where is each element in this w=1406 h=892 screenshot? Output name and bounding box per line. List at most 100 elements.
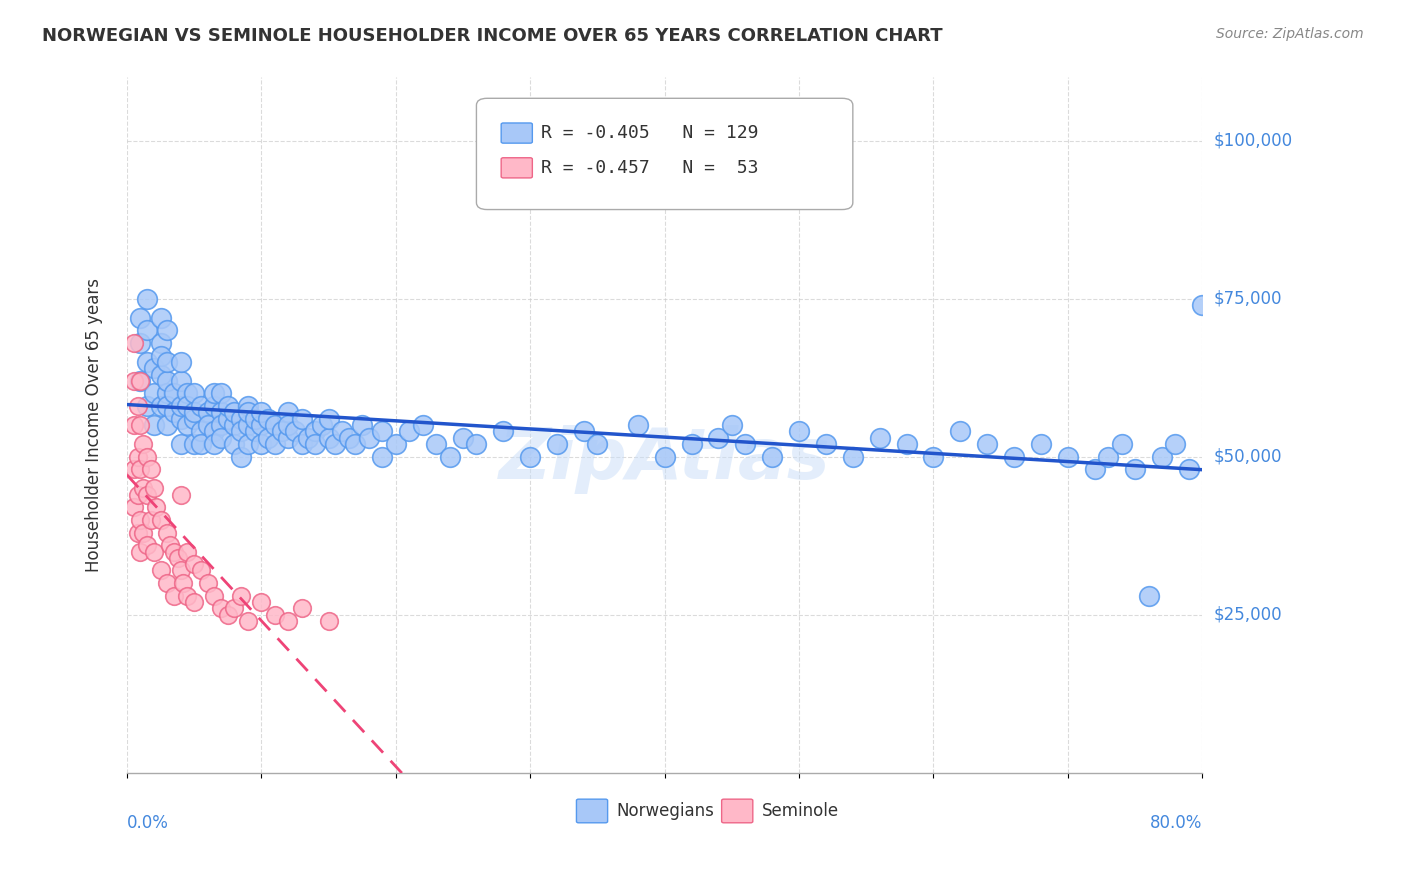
Point (167, 550, 190, 565)
Text: NORWEGIAN VS SEMINOLE HOUSEHOLDER INCOME OVER 65 YEARS CORRELATION CHART: NORWEGIAN VS SEMINOLE HOUSEHOLDER INCOME… (42, 27, 943, 45)
Point (352, 418, 374, 433)
Point (190, 437, 212, 451)
Point (176, 589, 198, 603)
Point (1029, 437, 1052, 451)
Point (183, 437, 205, 451)
Point (170, 374, 193, 388)
Point (190, 399, 212, 413)
FancyBboxPatch shape (501, 123, 533, 143)
Point (257, 431, 280, 445)
Point (149, 310, 172, 325)
Point (163, 589, 186, 603)
Point (1191, 298, 1213, 312)
Point (257, 411, 280, 425)
Point (142, 361, 165, 376)
Point (156, 355, 179, 369)
Point (129, 310, 152, 325)
Point (465, 437, 488, 451)
Point (318, 411, 340, 425)
Point (149, 564, 172, 578)
Point (183, 411, 205, 425)
Point (156, 576, 179, 591)
Point (1111, 437, 1133, 451)
Point (721, 418, 744, 433)
Point (122, 374, 145, 388)
Point (304, 437, 326, 451)
Point (277, 614, 299, 628)
Point (122, 418, 145, 433)
FancyBboxPatch shape (721, 799, 752, 822)
Point (129, 335, 152, 350)
Point (197, 576, 219, 591)
Point (209, 431, 232, 445)
Point (163, 405, 186, 419)
Point (217, 411, 239, 425)
Point (250, 405, 273, 419)
Point (654, 450, 676, 464)
Point (217, 607, 239, 622)
Text: ZipAtlas: ZipAtlas (499, 425, 831, 494)
Point (156, 399, 179, 413)
Point (172, 576, 194, 591)
Point (231, 450, 253, 464)
Point (224, 405, 246, 419)
Point (209, 418, 232, 433)
Point (323, 437, 346, 451)
Point (149, 513, 172, 527)
Point (318, 431, 340, 445)
Point (176, 544, 198, 558)
Point (976, 437, 998, 451)
Point (209, 405, 232, 419)
Text: $25,000: $25,000 (1213, 606, 1282, 624)
Point (190, 425, 212, 439)
Point (922, 450, 945, 464)
Point (627, 418, 650, 433)
Point (546, 437, 568, 451)
Point (236, 418, 259, 433)
Point (337, 431, 360, 445)
Point (814, 437, 837, 451)
Point (371, 425, 394, 439)
Point (734, 437, 756, 451)
Point (156, 323, 179, 337)
Point (127, 525, 149, 540)
Point (202, 386, 225, 401)
Text: Seminole: Seminole (762, 802, 838, 820)
Point (787, 425, 810, 439)
Point (291, 437, 314, 451)
Point (197, 418, 219, 433)
Point (209, 386, 232, 401)
Point (371, 450, 394, 464)
Point (122, 335, 145, 350)
Point (572, 425, 595, 439)
Point (277, 405, 299, 419)
Point (297, 431, 319, 445)
Point (869, 431, 891, 445)
Point (156, 386, 179, 401)
Point (1097, 450, 1119, 464)
Point (156, 525, 179, 540)
Point (149, 368, 172, 382)
Point (176, 399, 198, 413)
Point (136, 450, 159, 464)
Point (586, 437, 609, 451)
Point (1084, 462, 1107, 476)
Text: 80.0%: 80.0% (1150, 814, 1202, 832)
Point (145, 500, 167, 515)
Point (170, 437, 193, 451)
FancyBboxPatch shape (477, 98, 853, 210)
Point (949, 425, 972, 439)
Point (277, 431, 299, 445)
Text: R = -0.405   N = 129: R = -0.405 N = 129 (541, 124, 758, 142)
Point (129, 513, 152, 527)
Point (224, 437, 246, 451)
Point (311, 418, 333, 433)
Point (1150, 450, 1173, 464)
Point (156, 374, 179, 388)
Point (142, 386, 165, 401)
Point (1137, 589, 1160, 603)
Point (707, 431, 730, 445)
Point (136, 538, 159, 552)
Point (142, 418, 165, 433)
Point (170, 355, 193, 369)
